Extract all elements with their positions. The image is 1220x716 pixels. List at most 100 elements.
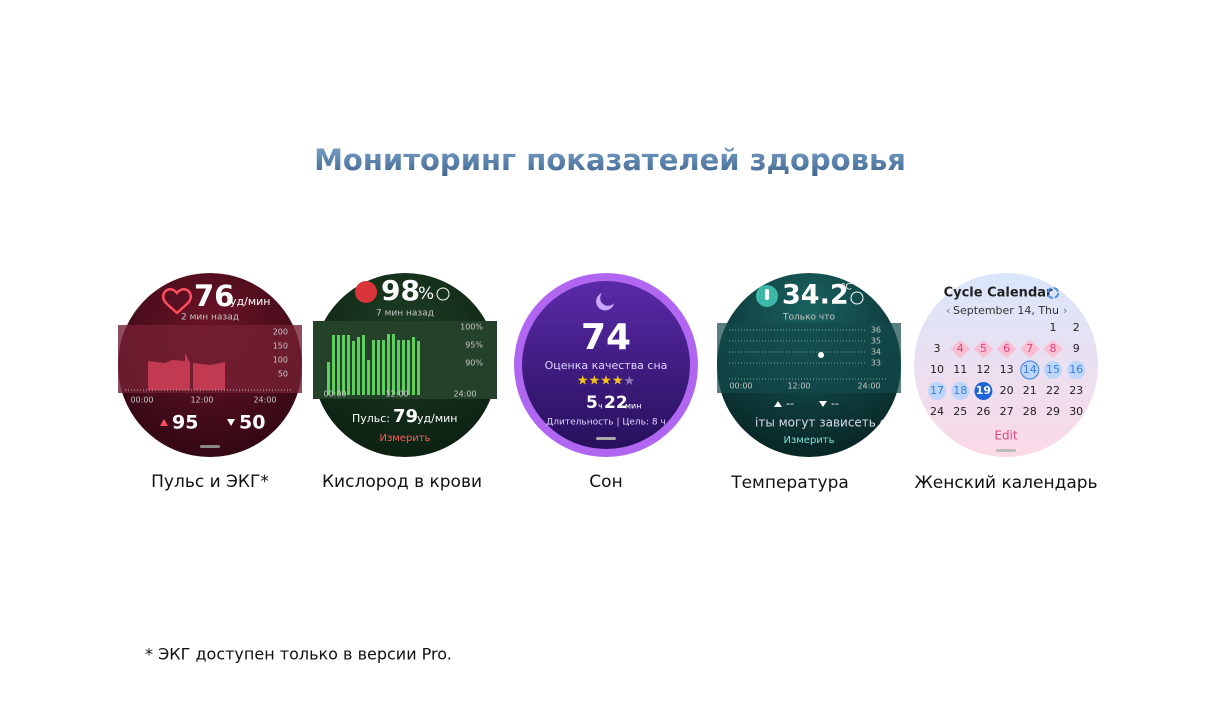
calendar-day: 6 xyxy=(1003,342,1010,355)
calendar-day: 25 xyxy=(953,405,967,418)
subtitle: 7 мин назад xyxy=(376,309,434,319)
calendar-day: 9 xyxy=(1073,342,1080,355)
oxygen-icon xyxy=(355,281,377,303)
period-marker xyxy=(996,340,1017,358)
subtitle: Только что xyxy=(782,313,835,323)
period-marker xyxy=(1019,340,1040,358)
calendar-day: 5 xyxy=(980,342,987,355)
thermometer-glyph xyxy=(765,289,769,300)
dotted-lines xyxy=(729,329,887,380)
calendar-day: 2 xyxy=(1073,321,1080,334)
fertile-marker xyxy=(1020,360,1040,380)
scale-label: 90% xyxy=(465,359,483,368)
time-label: 24:00 xyxy=(857,382,880,391)
up-arrow xyxy=(774,401,782,407)
next-arrow[interactable]: › xyxy=(1063,304,1067,317)
period-marker xyxy=(950,340,971,358)
fertile-marker xyxy=(1044,361,1062,379)
scale-label: 33 xyxy=(871,359,881,368)
heart-icon xyxy=(161,288,193,315)
watch-face xyxy=(914,273,1098,457)
score: 74 xyxy=(581,317,631,358)
min-value: -- xyxy=(831,397,839,410)
max-value: 95 xyxy=(172,412,198,434)
minutes: 22 xyxy=(604,393,628,413)
chart-panel xyxy=(717,323,901,393)
fertile-marker xyxy=(951,382,970,400)
title: Мониторинг показателей здоровья xyxy=(314,143,906,177)
scale-label: 200 xyxy=(273,328,288,337)
time-label: 12:00 xyxy=(787,382,810,391)
footer: Длительность | Цель: 8 ч xyxy=(546,418,666,428)
value: 76 xyxy=(194,279,234,313)
unit: % xyxy=(418,284,434,304)
unit: уд/мин xyxy=(230,295,270,308)
edit-button[interactable]: Edit xyxy=(994,429,1018,443)
scale-label: 95% xyxy=(465,341,483,350)
oxygen-bars xyxy=(327,334,420,395)
hours: 5 xyxy=(586,393,598,413)
calendar-day: 29 xyxy=(1046,405,1060,418)
time-label: 12:00 xyxy=(385,390,408,399)
caption: Сон xyxy=(589,472,622,492)
calendar-day: 15 xyxy=(1046,363,1060,376)
time-label: 00:00 xyxy=(729,382,752,391)
scale-label: 150 xyxy=(273,342,288,351)
calendar-day: 23 xyxy=(1069,384,1083,397)
calendar-day: 22 xyxy=(1046,384,1060,397)
calendar-day: 11 xyxy=(953,363,967,376)
watch-temperature: 34.2 °C Только что 36 35 34 33 00:00 12:… xyxy=(717,273,901,457)
calendar-day: 19 xyxy=(976,384,991,397)
calendar-day: 8 xyxy=(1050,342,1057,355)
time-label: 24:00 xyxy=(253,396,276,405)
watch-oxygen: 98 % 7 мин назад 100% 95% 90% 00:00 12:0… xyxy=(313,273,497,457)
max-value: -- xyxy=(786,397,794,410)
value: 98 xyxy=(381,274,420,307)
time-label: 00:00 xyxy=(130,396,153,405)
minutes-unit: мин xyxy=(625,402,641,411)
time-label: 24:00 xyxy=(453,390,476,399)
watch-face xyxy=(522,281,690,449)
info-icon xyxy=(436,287,450,301)
calendar-day: 16 xyxy=(1069,363,1083,376)
watch-heart: 76 уд/мин 2 мин назад 200 150 100 50 00:… xyxy=(118,273,302,457)
measure-button[interactable]: Измерить xyxy=(783,435,834,446)
calendar-day: 27 xyxy=(1000,405,1014,418)
down-arrow xyxy=(227,419,235,426)
calendar-day: 14 xyxy=(1023,363,1037,376)
scale-label: 100% xyxy=(460,323,483,332)
time-label: 12:00 xyxy=(190,396,213,405)
calendar-day: 7 xyxy=(1026,342,1033,355)
pager xyxy=(996,449,1016,452)
period-marker xyxy=(1043,340,1063,358)
score-label: Оценка качества сна xyxy=(545,359,668,372)
scale-label: 100 xyxy=(273,356,288,365)
min-value: 50 xyxy=(239,412,265,434)
subtitle: 2 мин назад xyxy=(181,313,239,323)
scale-label: 36 xyxy=(871,326,881,335)
scale-label: 34 xyxy=(871,348,881,357)
measure-button[interactable]: Измерить xyxy=(379,433,430,444)
prev-arrow[interactable]: ‹ xyxy=(946,304,950,317)
scale-label: 35 xyxy=(871,337,881,346)
pager xyxy=(596,437,616,440)
period-marker xyxy=(973,340,994,358)
calendar-day: 26 xyxy=(976,405,990,418)
up-arrow xyxy=(160,419,168,426)
fertile-marker xyxy=(1067,361,1086,379)
hours-unit: ч xyxy=(598,402,603,411)
calendar-day: 21 xyxy=(1023,384,1037,397)
calendar-day: 3 xyxy=(934,342,941,355)
cycle-icon xyxy=(1047,287,1059,299)
watch-sleep: 74 Оценка качества сна ★★★★★ 5 ч 22 мин … xyxy=(514,273,698,457)
ovulation-marker xyxy=(974,382,993,400)
fertile-marker xyxy=(928,382,946,400)
calendar-day: 17 xyxy=(930,384,944,397)
footnote: * ЭКГ доступен только в версии Pro. xyxy=(145,645,452,664)
calendar-day: 13 xyxy=(1000,363,1014,376)
caption: Кислород в крови xyxy=(322,472,482,492)
month-label: September 14, Thu xyxy=(953,304,1059,317)
scale-label: 50 xyxy=(278,370,288,379)
